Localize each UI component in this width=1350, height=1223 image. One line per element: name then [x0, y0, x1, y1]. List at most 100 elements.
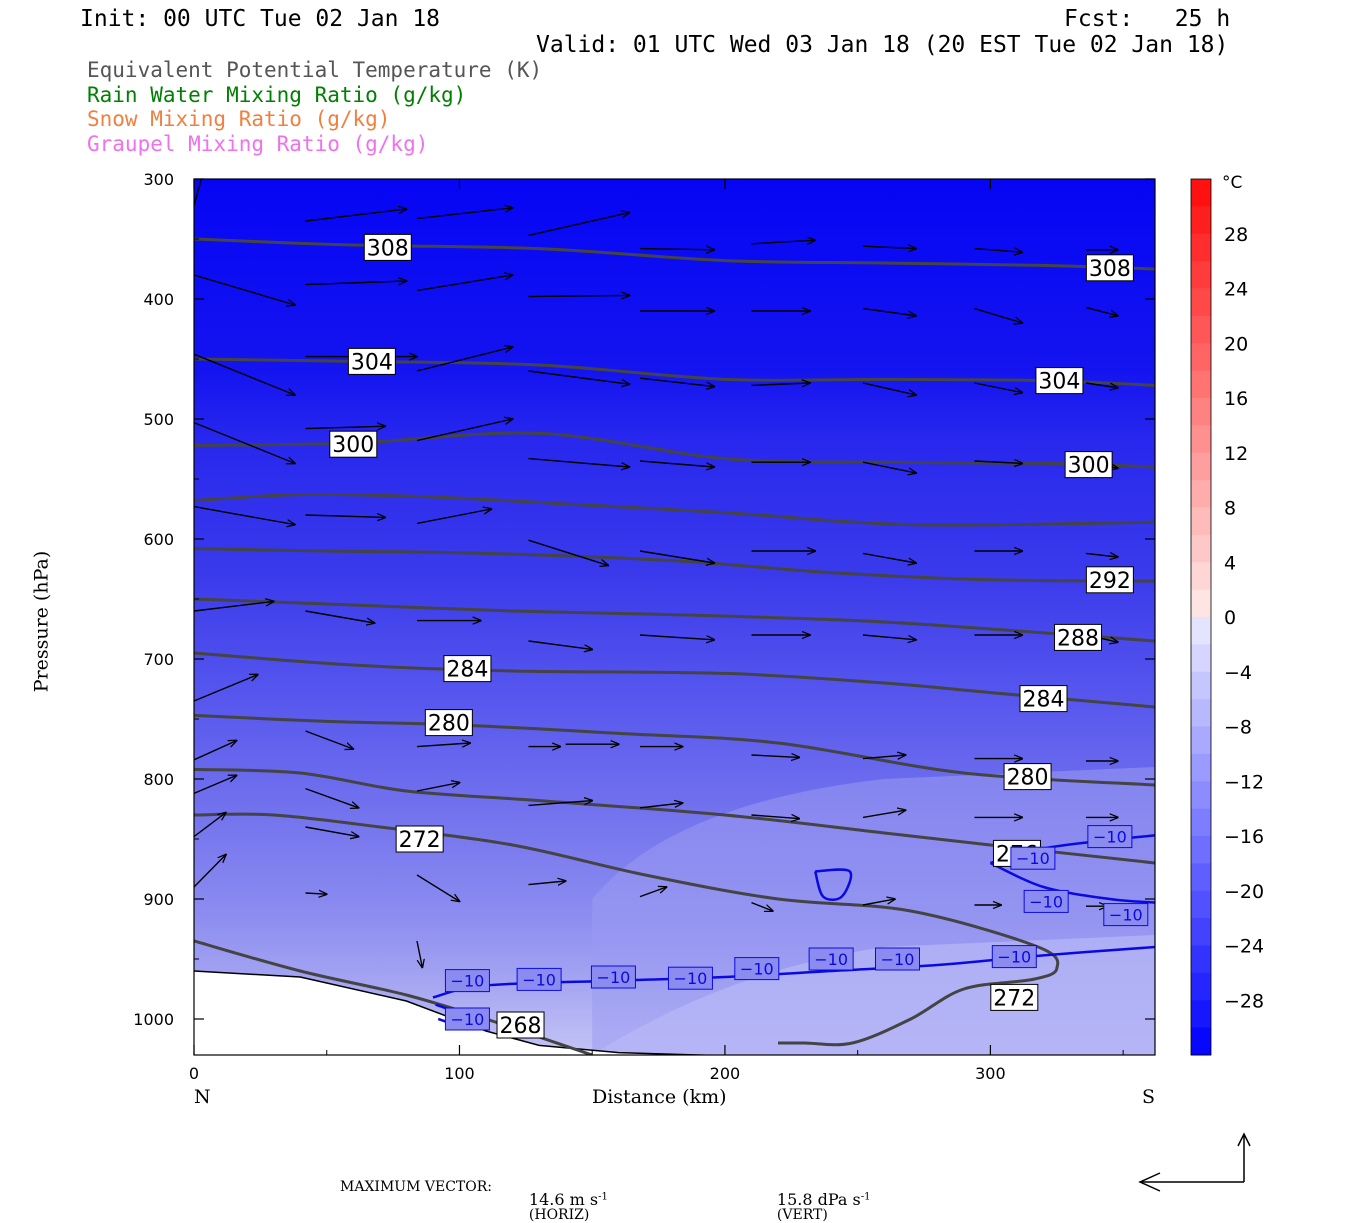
- colorbar-tick-label: 20: [1224, 333, 1248, 355]
- wind-vector: [416, 275, 513, 292]
- colorbar-swatch: [1191, 918, 1211, 946]
- theta-e-label: 308: [363, 233, 412, 261]
- horiz-tag: (HORIZ): [528, 1207, 590, 1223]
- temperature-label: −10: [590, 965, 636, 989]
- wind-vector: [305, 610, 374, 623]
- colorbar-swatch: [1191, 288, 1211, 317]
- wind-vector: [416, 874, 459, 901]
- colorbar-swatch: [1191, 699, 1211, 727]
- svg-text:−10: −10: [881, 950, 915, 969]
- y-tick-label: 300: [143, 170, 174, 189]
- colorbar-swatch: [1191, 671, 1211, 700]
- wind-vector: [862, 246, 916, 248]
- colorbar-swatch: [1191, 562, 1211, 591]
- wind-vector: [416, 208, 513, 220]
- wind-vector: [416, 743, 470, 747]
- svg-text:−10: −10: [1016, 849, 1050, 868]
- svg-text:−10: −10: [814, 950, 848, 969]
- plot-frame: [193, 178, 1156, 1056]
- wind-vector: [639, 550, 714, 563]
- x-tick-label: 100: [444, 1064, 475, 1083]
- wind-vector: [639, 377, 714, 386]
- svg-text:−10: −10: [740, 960, 774, 979]
- wind-vector: [751, 383, 809, 385]
- wind-vector: [1085, 553, 1118, 557]
- wind-vector: [528, 295, 629, 296]
- svg-text:−10: −10: [1029, 892, 1063, 911]
- theta-e-label: 268: [496, 1011, 545, 1039]
- colorbar-swatch: [1191, 425, 1211, 454]
- svg-text:284: 284: [1023, 688, 1065, 713]
- colorbar-swatch: [1191, 370, 1211, 399]
- colorbar-tick-label: −20: [1224, 881, 1264, 903]
- vert-exponent: -1: [860, 1191, 871, 1203]
- shaded-temperature-field: [194, 179, 1155, 1055]
- wind-vector: [974, 249, 1022, 253]
- wind-vector: [194, 353, 295, 395]
- svg-text:304: 304: [351, 350, 393, 375]
- theta-e-contour-308: [194, 237, 1155, 271]
- wind-vector: [974, 461, 1022, 463]
- horiz-exponent: -1: [598, 1191, 608, 1203]
- max-vector-label: MAXIMUM VECTOR:: [340, 1179, 492, 1195]
- svg-text:−10: −10: [522, 970, 556, 989]
- colorbar-swatch: [1191, 863, 1211, 892]
- colorbar-swatch: [1191, 890, 1211, 919]
- wind-vector: [974, 307, 1022, 323]
- wind-vector: [416, 347, 513, 372]
- wind-vector: [194, 741, 236, 761]
- theta-e-contour-280: [194, 713, 1155, 787]
- colorbar-swatch: [1191, 534, 1211, 563]
- wind-vector: [194, 601, 274, 612]
- colorbar-tick-label: 16: [1224, 388, 1248, 410]
- svg-text:304: 304: [1038, 370, 1080, 395]
- svg-text:−10: −10: [597, 968, 631, 987]
- wind-vector: [528, 213, 629, 237]
- temperature-label: −10: [444, 1007, 490, 1031]
- y-tick-label: 1000: [133, 1010, 174, 1029]
- temperature-contour: [989, 861, 1155, 904]
- temperature-label: −10: [874, 947, 920, 971]
- y-tick-label: 700: [143, 650, 174, 669]
- theta-e-label: 280: [1003, 763, 1052, 791]
- theta-e-label: 304: [1035, 367, 1084, 395]
- svg-text:292: 292: [1089, 569, 1131, 594]
- colorbar-swatch: [1191, 781, 1211, 810]
- colorbar-swatch: [1191, 343, 1211, 372]
- wind-vector: [974, 382, 1022, 393]
- x-end-label-south: S: [1142, 1086, 1156, 1108]
- wind-vector: [528, 539, 608, 565]
- theta-e-label: 304: [347, 347, 396, 375]
- wind-vector: [528, 640, 592, 649]
- theta-e-label: 272: [395, 825, 444, 853]
- colorbar-swatch: [1191, 1027, 1211, 1056]
- svg-text:300: 300: [332, 433, 374, 458]
- legend-theta-e: Equivalent Potential Temperature (K): [87, 58, 543, 82]
- svg-text:280: 280: [428, 712, 470, 737]
- wind-vector: [751, 901, 772, 911]
- wind-vector: [194, 179, 203, 206]
- wind-vector: [416, 940, 422, 967]
- colorbar-tick-label: −12: [1224, 771, 1264, 793]
- wind-vector: [862, 552, 916, 563]
- wind-vector: [862, 382, 916, 395]
- wind-vector: [639, 887, 667, 898]
- theta-e-contour-unlabeled: [194, 492, 1155, 527]
- colorbar-tick-label: 12: [1224, 443, 1248, 465]
- svg-text:−10: −10: [1093, 828, 1127, 847]
- temperature-label: −10: [808, 947, 854, 971]
- svg-text:−10: −10: [674, 969, 708, 988]
- theta-e-label: 284: [1019, 685, 1068, 713]
- colorbar-swatch: [1191, 836, 1211, 864]
- wind-vector: [194, 775, 236, 795]
- wind-vector: [194, 675, 258, 702]
- theta-e-label: 288: [1054, 623, 1103, 651]
- colorbar-swatch: [1191, 398, 1211, 426]
- wind-vector: [305, 787, 358, 808]
- max-vector-horizontal: 14.6 m s-1 (HORIZ): [520, 1178, 608, 1223]
- wind-vector: [528, 370, 629, 384]
- wind-vector: [862, 810, 905, 819]
- wind-vector: [751, 755, 799, 757]
- wind-vector: [194, 505, 295, 525]
